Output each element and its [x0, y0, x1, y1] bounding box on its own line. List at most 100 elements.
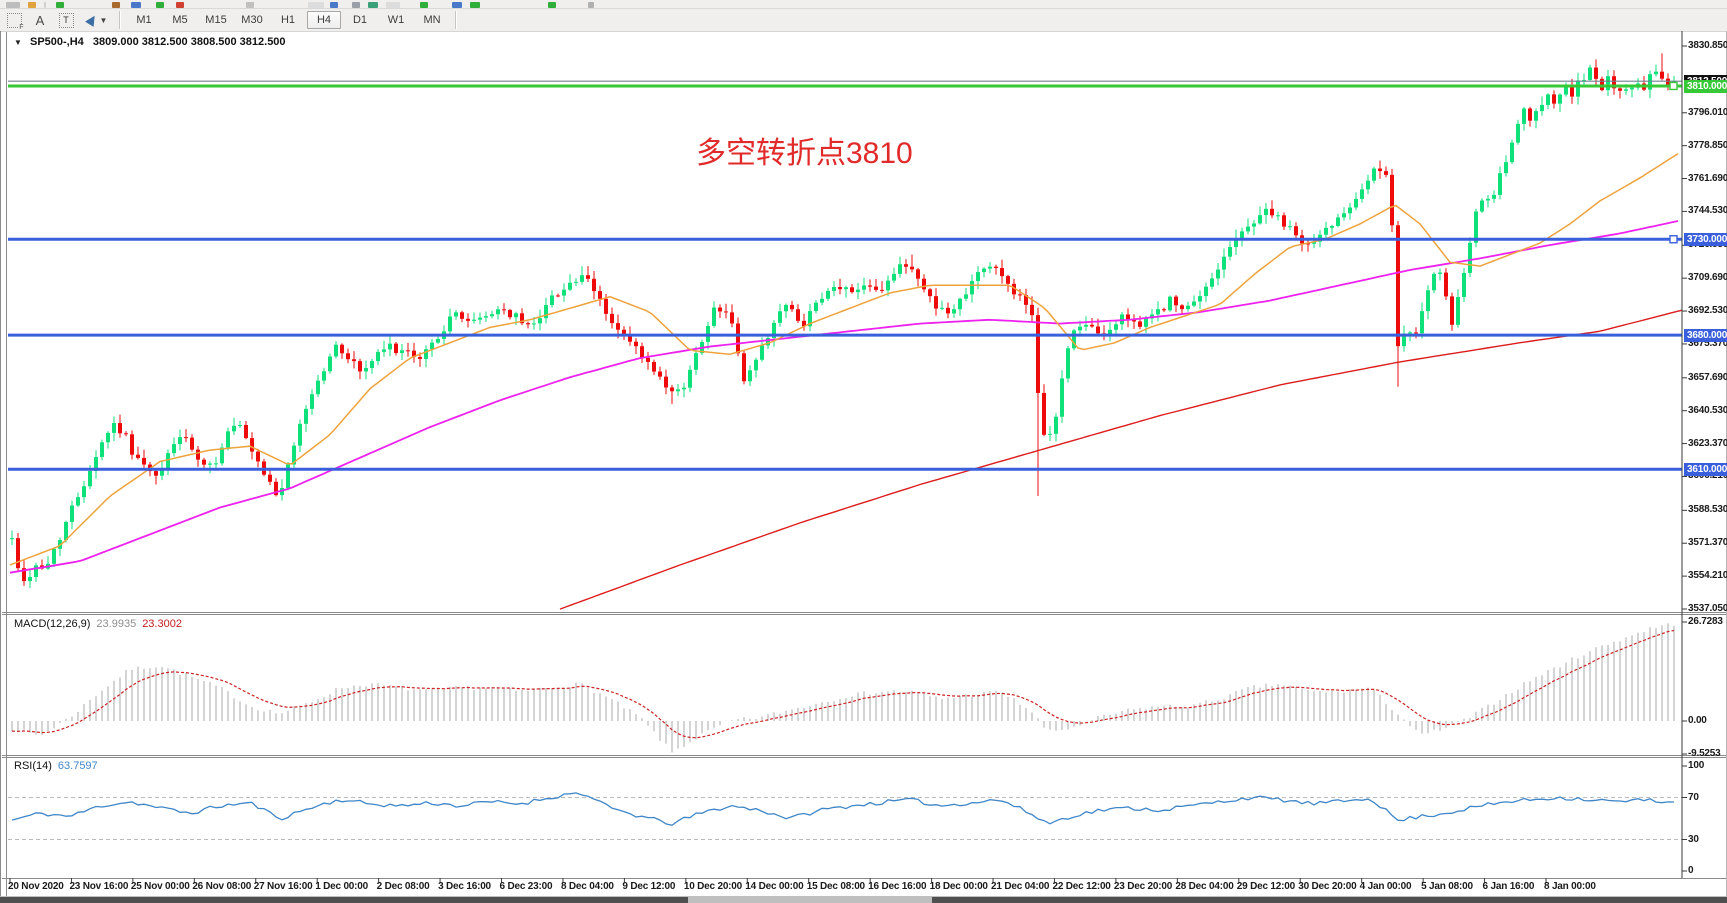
timeframe-button-m30[interactable]: M30 [241, 14, 263, 26]
toolbar-icon-fragment [588, 2, 594, 8]
axis-ticks-group [9, 31, 1687, 883]
price-axis-label: 3623.370 [1688, 437, 1727, 449]
toolbar-separator [455, 11, 457, 29]
time-axis-label: 14 Dec 00:00 [745, 881, 804, 892]
indicators-grid-icon[interactable]: F [2, 11, 26, 31]
time-axis-label: 23 Dec 20:00 [1113, 881, 1173, 892]
time-axis-label: 8 Dec 04:00 [560, 881, 614, 892]
timeframe-button-m15[interactable]: M15 [205, 14, 227, 26]
ohlc-values: 3809.000 3812.500 3808.500 3812.500 [92, 36, 286, 48]
chevron-down-icon: ▼ [99, 15, 108, 25]
timeframe-button-mn[interactable]: MN [423, 14, 441, 26]
time-axis-label: 10 Dec 20:00 [683, 881, 743, 892]
rsi-top-border [2, 757, 1726, 758]
macd-axis-label: 0.00 [1688, 715, 1707, 726]
price-axis-label: 3657.690 [1688, 371, 1727, 383]
toolbar-icon-fragment [330, 2, 338, 8]
rsi-axis-label: 30 [1688, 833, 1699, 845]
text-tool-icon[interactable]: T [54, 11, 78, 29]
timeframe-button-d1[interactable]: D1 [352, 14, 368, 26]
hline-price-badge: 3810.000 [1684, 79, 1727, 93]
price-axis-label: 3640.530 [1688, 404, 1727, 416]
time-axis-label: 4 Jan 00:00 [1359, 881, 1412, 892]
hline-price-badge: 3680.000 [1684, 329, 1727, 343]
time-axis-label: 15 Dec 08:00 [806, 881, 865, 892]
price-axis-label: 3796.010 [1688, 106, 1727, 118]
price-axis-label: 3709.690 [1688, 272, 1727, 284]
bottom-strip-segment [0, 897, 688, 903]
time-axis-label: 6 Jan 16:00 [1482, 881, 1535, 892]
time-axis-label: 21 Dec 04:00 [991, 881, 1050, 892]
toolbar-icon-fragment [44, 2, 46, 8]
timeframe-button-w1[interactable]: W1 [387, 14, 405, 26]
macd-label: MACD(12,26,9) 23.9935 23.3002 [14, 618, 182, 630]
text-icon-letter: T [58, 12, 74, 28]
rsi-line [11, 792, 1675, 827]
time-axis-label: 9 Dec 12:00 [622, 881, 676, 892]
time-axis-label: 30 Dec 20:00 [1298, 881, 1357, 892]
time-axis-label: 1 Dec 00:00 [315, 881, 369, 892]
chart-left-edge [6, 31, 7, 897]
time-axis-label: 16 Dec 16:00 [868, 881, 927, 892]
toolbar-icon-fragment [176, 2, 184, 8]
timeframe-button-m5[interactable]: M5 [172, 14, 188, 26]
price-axis-label: 3588.530 [1688, 504, 1727, 516]
hline-price-badge: 3730.000 [1684, 233, 1727, 247]
price-axis-label: 3571.370 [1688, 537, 1727, 549]
toolbar-icon-fragment [386, 2, 400, 8]
rsi-axis-label: 0 [1688, 865, 1694, 876]
chart-text-annotation[interactable]: 多空转折点3810 [696, 137, 913, 170]
bottom-strip-segment [932, 897, 1727, 903]
timeframe-button-h1[interactable]: H1 [280, 14, 296, 26]
time-axis-label: 3 Dec 16:00 [438, 881, 491, 892]
macd-top-border [2, 614, 1726, 615]
timeframe-button-h4[interactable]: H4 [307, 11, 341, 29]
grid-icon-letter: F [18, 23, 25, 31]
rsi-axis-label: 70 [1688, 791, 1699, 803]
chart-symbol-header[interactable]: ▼ SP500-,H4 3809.000 3812.500 3808.500 3… [14, 36, 286, 48]
candles-group [10, 53, 1676, 588]
bottom-window-strip [0, 896, 1727, 903]
time-axis-label: 22 Dec 12:00 [1052, 881, 1111, 892]
price-axis-label: 3761.690 [1688, 172, 1727, 184]
price-axis-label: 3778.850 [1688, 139, 1727, 151]
time-axis-label: 29 Dec 12:00 [1236, 881, 1295, 892]
time-axis-label: 27 Nov 16:00 [253, 881, 313, 892]
object-select-triangle-icon: ▼ [14, 38, 22, 47]
timeframe-bar: M1 M5 M15 M30 H1 H4 D1 W1 MN [126, 11, 450, 29]
macd-axis-label: 26.7283 [1688, 616, 1723, 627]
moving-averages-group [9, 153, 1683, 610]
font-tool-icon[interactable]: A [35, 12, 45, 28]
price-axis-label: 3537.050 [1688, 603, 1727, 614]
toolbar-icon-fragment [368, 2, 378, 8]
toolbar-icon-fragment [112, 2, 120, 8]
price-axis-label: 3554.210 [1688, 570, 1727, 582]
toolbar-icon-fragment [420, 2, 428, 8]
hline-handle[interactable] [1669, 235, 1678, 244]
main-macd-border [2, 612, 1726, 613]
macd-rsi-border [2, 755, 1726, 756]
time-axis-label: 5 Jan 08:00 [1421, 881, 1473, 892]
time-axis-label: 6 Dec 23:00 [499, 881, 553, 892]
toolbar-icon-fragment [6, 2, 20, 8]
rsi-axis-label: 100 [1688, 760, 1705, 771]
toolbar-icon-fragment [308, 2, 324, 8]
price-axis-label: 3830.850 [1688, 40, 1727, 51]
macd-group [11, 623, 1675, 753]
price-axis-label: 3744.530 [1688, 205, 1727, 217]
toolbar-separator [119, 11, 121, 29]
cursor-tool-dropdown[interactable]: ▼ [80, 11, 114, 29]
time-axis-label: 26 Nov 08:00 [192, 881, 252, 892]
hline-handle[interactable] [1669, 81, 1678, 91]
toolbar-icon-fragment [56, 2, 64, 8]
toolbar-icon-fragment [452, 2, 462, 8]
toolbar-icon-fragment [131, 2, 141, 8]
toolbar-icon-fragment [470, 2, 480, 8]
toolbar-icon-fragment [246, 2, 254, 8]
symbol-timeframe-label: SP500-,H4 [29, 36, 84, 48]
toolbar-icon-fragment [28, 2, 36, 8]
chart-top-border [2, 31, 1726, 32]
timeframe-button-m1[interactable]: M1 [136, 14, 152, 26]
